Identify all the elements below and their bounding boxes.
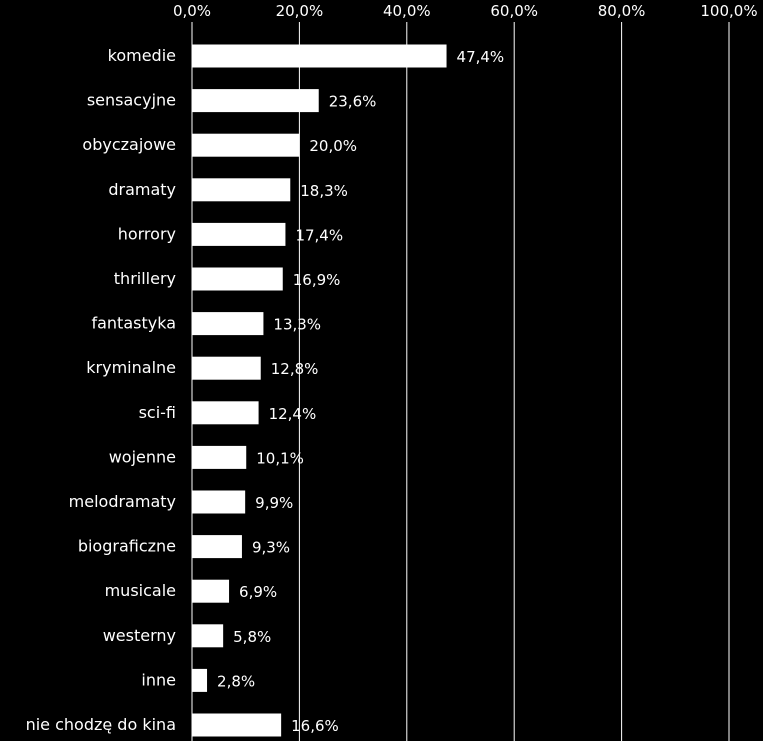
bar (192, 312, 264, 336)
bar (192, 535, 242, 559)
x-tick-label: 40,0% (383, 2, 431, 20)
category-label: fantastyka (91, 314, 176, 333)
category-labels: komedie sensacyjne obyczajowe dramaty horror… (26, 46, 176, 734)
data-label: 20,0% (309, 137, 357, 155)
bar (192, 579, 230, 603)
category-label: wojenne (109, 447, 176, 466)
category-label: biograficzne (78, 537, 176, 556)
data-label: 13,3% (273, 316, 321, 334)
data-label: 5,8% (233, 628, 271, 646)
bar (192, 44, 447, 68)
bar (192, 624, 224, 648)
category-label: sci-fi (139, 403, 176, 422)
data-label: 12,4% (269, 405, 317, 423)
category-label: inne (141, 670, 176, 689)
data-label: 2,8% (217, 672, 255, 690)
category-label: thrillery (114, 269, 176, 288)
category-label: nie chodzę do kina (26, 715, 176, 734)
category-label: komedie (108, 46, 176, 65)
bar (192, 133, 300, 157)
category-label: westerny (103, 626, 176, 645)
bar (192, 401, 259, 425)
data-label: 6,9% (239, 583, 277, 601)
x-axis-ticks: 0,0% 20,0% 40,0% 60,0% 80,0% 100,0% (173, 2, 758, 20)
bar (192, 222, 286, 246)
category-label: melodramaty (69, 492, 176, 511)
bar (192, 178, 291, 202)
bar (192, 356, 261, 380)
gridlines (191, 22, 730, 741)
bar (192, 490, 246, 514)
data-label: 47,4% (457, 48, 505, 66)
data-labels: 47,4% 23,6% 20,0% 18,3% 17,4% 16,9% 13,3% 12,8%… (217, 48, 504, 735)
category-label: dramaty (108, 180, 176, 199)
bar (192, 713, 282, 737)
category-label: kryminalne (86, 358, 176, 377)
data-label: 18,3% (300, 182, 348, 200)
x-tick-label: 0,0% (173, 2, 211, 20)
data-label: 16,6% (291, 717, 339, 735)
x-tick-label: 80,0% (598, 2, 646, 20)
data-label: 10,1% (256, 449, 304, 467)
bar (192, 267, 283, 291)
category-label: obyczajowe (82, 135, 176, 154)
data-label: 16,9% (293, 271, 341, 289)
data-label: 12,8% (271, 360, 319, 378)
data-label: 9,9% (255, 494, 293, 512)
data-label: 17,4% (295, 226, 343, 244)
data-label: 23,6% (329, 93, 377, 111)
category-label: horrory (118, 224, 176, 243)
x-tick-label: 100,0% (700, 2, 757, 20)
bars (192, 44, 447, 737)
category-label: sensacyjne (87, 91, 176, 110)
data-label: 9,3% (252, 539, 290, 557)
x-tick-label: 60,0% (490, 2, 538, 20)
x-tick-label: 20,0% (276, 2, 324, 20)
bar (192, 89, 319, 113)
bar (192, 445, 247, 469)
category-label: musicale (105, 581, 176, 600)
bar (192, 668, 208, 692)
